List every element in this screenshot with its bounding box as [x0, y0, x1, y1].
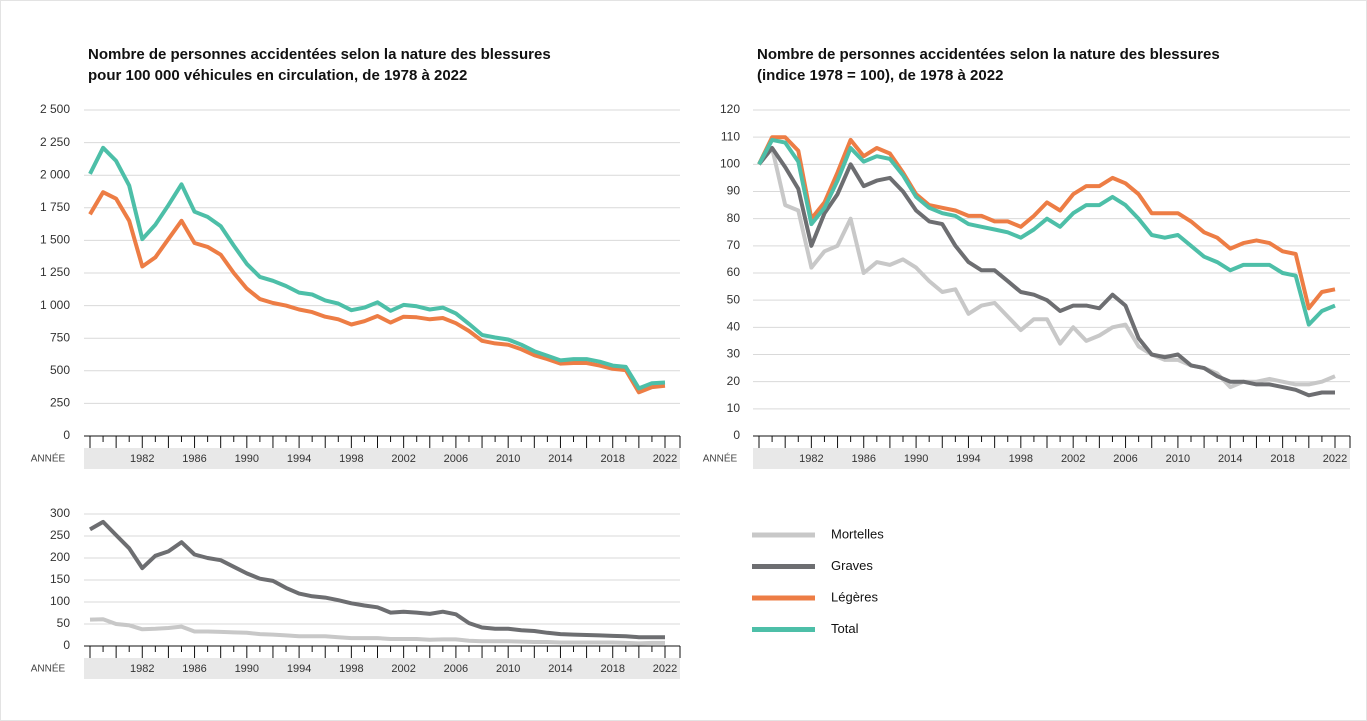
y-tick-label: 500 [50, 363, 70, 377]
y-tick-label: 1 500 [40, 233, 70, 247]
x-axis-band [84, 658, 680, 679]
x-tick-label: 2018 [1270, 453, 1294, 465]
x-tick-label: 1986 [182, 453, 206, 465]
x-tick-label: 2010 [1166, 453, 1190, 465]
x-tick-label: 1990 [904, 453, 928, 465]
x-tick-label: 2018 [600, 663, 624, 675]
x-tick-label: 2006 [444, 663, 468, 675]
series-line [757, 146, 1335, 398]
x-tick-label: 2006 [444, 453, 468, 465]
y-tick-label: 110 [721, 129, 740, 143]
x-tick-label: 1986 [182, 663, 206, 675]
x-tick-label: 2010 [496, 663, 520, 675]
y-tick-label: 40 [727, 320, 741, 334]
x-tick-label: 1994 [956, 453, 980, 465]
chart-title: Nombre de personnes accidentées selon la… [88, 46, 551, 63]
y-tick-label: 30 [727, 347, 741, 361]
y-tick-label: 0 [63, 428, 70, 442]
x-axis-label: ANNÉE [31, 662, 66, 675]
x-tick-label: 1990 [235, 453, 259, 465]
series-line [89, 617, 665, 646]
y-tick-label: 150 [50, 572, 70, 586]
x-tick-label: 1994 [287, 663, 311, 675]
y-tick-label: 750 [50, 330, 70, 344]
x-tick-label: 2014 [548, 663, 572, 675]
y-tick-label: 20 [727, 374, 741, 388]
x-tick-label: 2022 [1323, 453, 1347, 465]
series-line [757, 137, 1336, 327]
series-line [88, 190, 666, 395]
y-tick-label: 0 [733, 428, 740, 442]
x-tick-label: 2002 [391, 453, 415, 465]
y-tick-label: 1 750 [40, 200, 70, 214]
y-tick-label: 80 [727, 211, 741, 225]
x-tick-label: 2002 [1061, 453, 1085, 465]
x-tick-label: 1998 [339, 663, 363, 675]
x-tick-label: 1982 [130, 663, 154, 675]
x-tick-label: 1990 [235, 663, 259, 675]
x-tick-label: 1982 [130, 453, 154, 465]
x-axis-label: ANNÉE [31, 452, 66, 465]
x-tick-label: 2010 [496, 453, 520, 465]
legend-label: Total [831, 621, 859, 636]
y-tick-label: 2 250 [40, 135, 70, 149]
y-tick-label: 1 250 [40, 265, 70, 279]
x-tick-label: 1998 [339, 453, 363, 465]
y-tick-label: 10 [727, 401, 741, 415]
legend-label: Graves [831, 558, 873, 573]
y-tick-label: 300 [50, 506, 70, 520]
y-tick-label: 1 000 [40, 298, 70, 312]
y-tick-label: 250 [50, 528, 70, 542]
y-tick-label: 0 [63, 638, 70, 652]
x-tick-label: 1994 [287, 453, 311, 465]
x-tick-label: 2022 [653, 663, 677, 675]
x-axis-band [84, 448, 680, 469]
y-tick-label: 50 [57, 616, 71, 630]
y-tick-label: 50 [727, 292, 741, 306]
x-tick-label: 1986 [851, 453, 875, 465]
x-tick-label: 2018 [600, 453, 624, 465]
y-tick-label: 60 [727, 265, 741, 279]
y-tick-label: 200 [50, 550, 70, 564]
y-tick-label: 100 [720, 157, 740, 171]
legend-label: Légères [831, 589, 878, 604]
y-tick-label: 90 [727, 184, 741, 198]
x-tick-label: 2006 [1113, 453, 1137, 465]
y-tick-label: 2 500 [40, 102, 70, 116]
x-tick-label: 2014 [548, 453, 572, 465]
y-tick-label: 100 [50, 594, 70, 608]
y-tick-label: 70 [727, 238, 741, 252]
series-line [88, 145, 666, 391]
legend-label: Mortelles [831, 526, 884, 541]
chart-title: pour 100 000 véhicules en circulation, d… [88, 67, 467, 84]
x-tick-label: 2022 [653, 453, 677, 465]
x-tick-label: 1998 [1009, 453, 1033, 465]
chart-title: Nombre de personnes accidentées selon la… [757, 46, 1220, 63]
y-tick-label: 120 [720, 102, 740, 116]
series-line [757, 135, 1336, 311]
series-line [89, 519, 665, 640]
chart-title: (indice 1978 = 100), de 1978 à 2022 [757, 67, 1003, 84]
x-tick-label: 2002 [391, 663, 415, 675]
x-tick-label: 2014 [1218, 453, 1242, 465]
y-tick-label: 250 [50, 396, 70, 410]
y-tick-label: 2 000 [40, 167, 70, 181]
x-axis-label: ANNÉE [703, 452, 738, 465]
x-axis-band [753, 448, 1350, 469]
x-tick-label: 1982 [799, 453, 823, 465]
